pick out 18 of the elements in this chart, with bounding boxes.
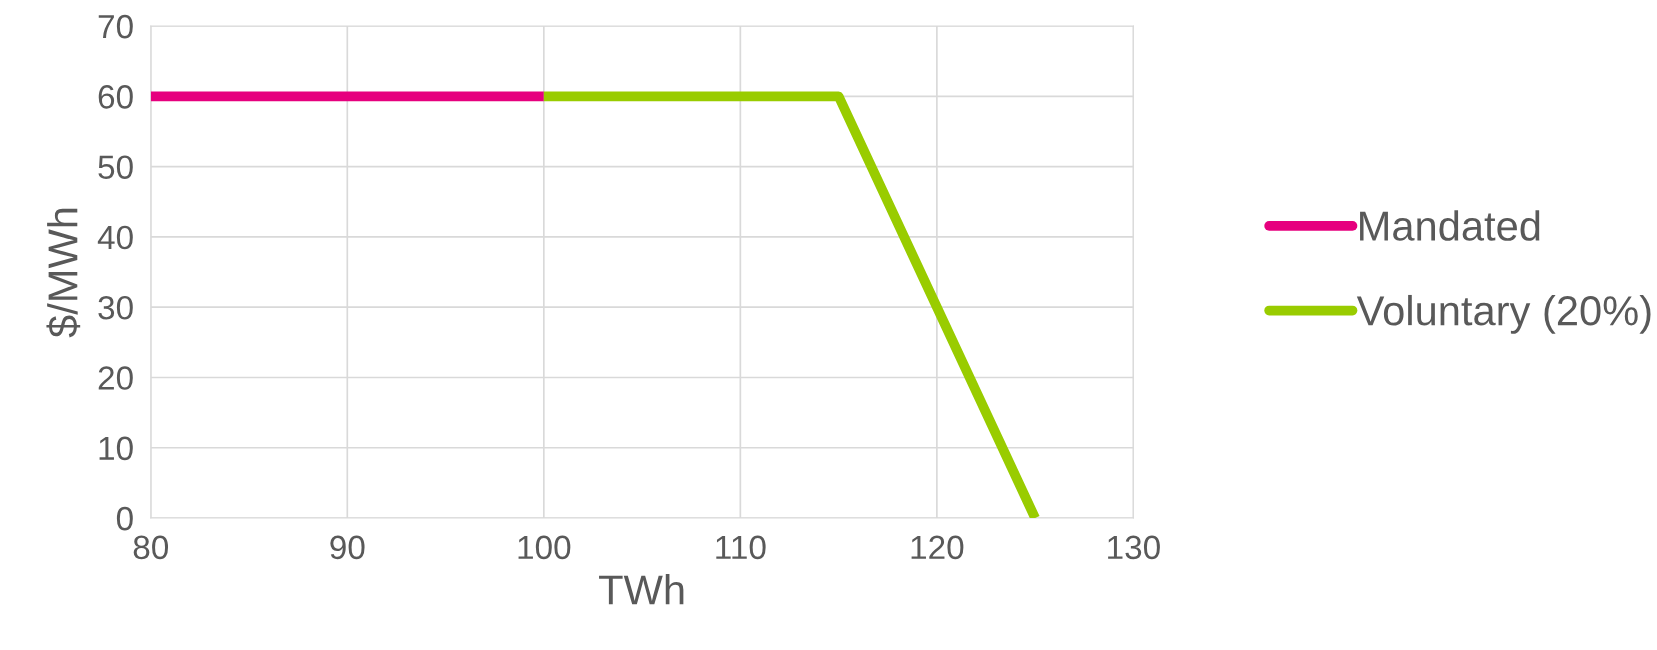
x-axis-title: TWh xyxy=(599,574,684,605)
y-axis-title: $/MWh xyxy=(46,208,81,338)
y-tick-label: 70 xyxy=(98,14,133,39)
y-tick-label: 20 xyxy=(98,366,133,390)
y-tick-label: 60 xyxy=(98,85,133,109)
y-tick-label: 50 xyxy=(98,155,133,179)
x-tick-label: 90 xyxy=(330,535,365,560)
legend-label: Mandated xyxy=(1360,210,1540,241)
y-tick-label: 30 xyxy=(98,295,133,320)
y-tick-label: 40 xyxy=(97,225,133,250)
x-tick-label: 130 xyxy=(1108,535,1160,560)
x-tick-label: 110 xyxy=(716,535,766,560)
legend-label: Voluntary (20%) xyxy=(1356,294,1651,334)
x-tick-label: 100 xyxy=(518,535,571,560)
y-tick-label: 10 xyxy=(99,436,133,461)
x-tick-label: 120 xyxy=(911,535,964,560)
x-tick-label: 80 xyxy=(133,535,169,560)
y-tick-label: 0 xyxy=(116,506,133,531)
